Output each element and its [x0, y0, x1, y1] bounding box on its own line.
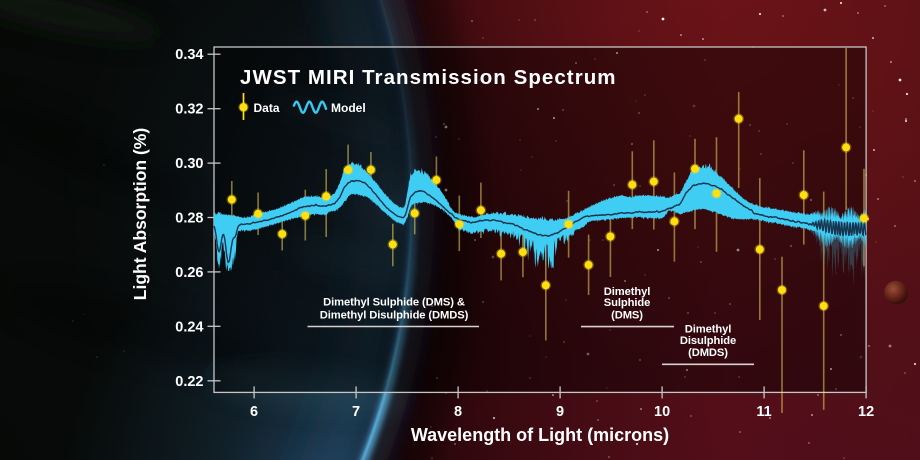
- svg-text:Dimethyl: Dimethyl: [685, 323, 731, 335]
- svg-text:JWST MIRI Transmission Spectru: JWST MIRI Transmission Spectrum: [240, 66, 617, 89]
- svg-text:Model: Model: [331, 101, 366, 115]
- svg-text:10: 10: [654, 404, 670, 420]
- svg-text:(DMS): (DMS): [611, 309, 643, 321]
- svg-text:Data: Data: [254, 101, 280, 115]
- svg-text:0.30: 0.30: [175, 156, 203, 172]
- svg-text:7: 7: [352, 404, 360, 420]
- svg-text:Dimethyl Disulphide (DMDS): Dimethyl Disulphide (DMDS): [320, 310, 469, 322]
- svg-text:8: 8: [454, 404, 462, 420]
- svg-text:(DMDS): (DMDS): [688, 347, 728, 359]
- svg-text:Wavelength of Light (microns): Wavelength of Light (microns): [411, 425, 669, 445]
- svg-text:Dimethyl: Dimethyl: [604, 286, 650, 298]
- svg-text:Sulphide: Sulphide: [604, 297, 650, 309]
- svg-text:0.26: 0.26: [175, 265, 203, 281]
- svg-text:0.32: 0.32: [175, 102, 203, 118]
- svg-text:Light Absorption (%): Light Absorption (%): [130, 128, 150, 300]
- svg-text:12: 12: [858, 404, 874, 420]
- svg-text:Dimethyl Sulphide (DMS) &: Dimethyl Sulphide (DMS) &: [323, 297, 465, 309]
- svg-text:0.22: 0.22: [175, 374, 203, 390]
- svg-text:9: 9: [556, 404, 564, 420]
- svg-text:11: 11: [756, 404, 771, 420]
- svg-text:Disulphide: Disulphide: [680, 335, 736, 347]
- svg-text:0.24: 0.24: [175, 319, 203, 335]
- svg-text:6: 6: [250, 404, 258, 420]
- svg-text:0.34: 0.34: [175, 47, 203, 63]
- svg-text:0.28: 0.28: [175, 211, 203, 227]
